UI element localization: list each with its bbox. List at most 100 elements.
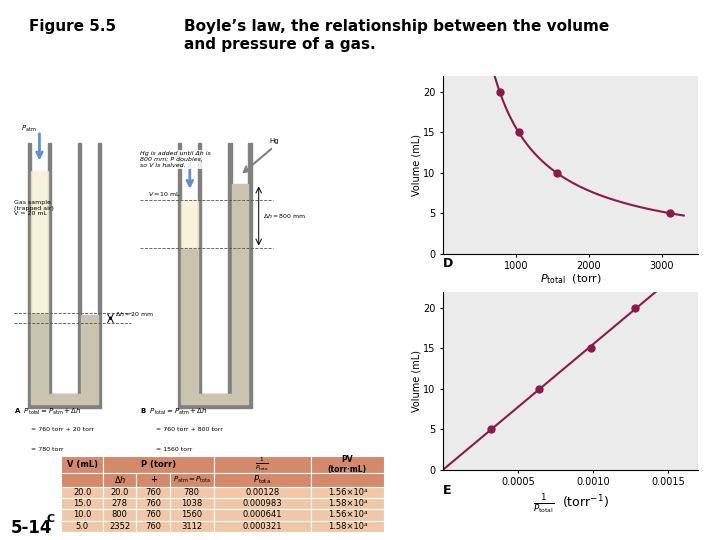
- Bar: [61, 509, 103, 521]
- Text: Hg is added until Δh is
800 mm; P doubles,
so V is halved.: Hg is added until Δh is 800 mm; P double…: [140, 151, 210, 168]
- Bar: [214, 509, 311, 521]
- Bar: [103, 487, 137, 498]
- Y-axis label: Volume (mL): Volume (mL): [411, 350, 421, 411]
- Bar: [248, 143, 251, 394]
- Text: Figure 5.5: Figure 5.5: [29, 19, 116, 34]
- Y-axis label: Volume (mL): Volume (mL): [411, 134, 421, 195]
- Text: 1560: 1560: [181, 510, 202, 519]
- Text: 760: 760: [145, 510, 161, 519]
- Text: $P_{\rm atm}$: $P_{\rm atm}$: [165, 152, 180, 163]
- Text: = 780 torr: = 780 torr: [31, 447, 63, 452]
- Text: 278: 278: [112, 499, 127, 508]
- Text: $\mathbf{A}$  $P_{\rm total} = P_{\rm atm} + \Delta h$: $\mathbf{A}$ $P_{\rm total} = P_{\rm atm…: [14, 406, 82, 416]
- Bar: [214, 498, 311, 509]
- Text: D: D: [443, 257, 453, 271]
- Text: 3112: 3112: [181, 522, 202, 531]
- Text: 0.000641: 0.000641: [243, 510, 282, 519]
- Bar: [228, 143, 232, 394]
- Text: 5-14: 5-14: [11, 519, 53, 537]
- Text: 20.0: 20.0: [73, 488, 91, 497]
- Bar: [181, 248, 198, 394]
- Bar: [31, 394, 98, 404]
- Bar: [214, 473, 311, 487]
- Bar: [311, 521, 384, 532]
- Bar: [103, 509, 137, 521]
- Bar: [170, 521, 214, 532]
- Text: 760: 760: [145, 522, 161, 531]
- Text: $\frac{1}{P_\mathrm{tota}}$: $\frac{1}{P_\mathrm{tota}}$: [256, 456, 269, 474]
- Bar: [137, 498, 170, 509]
- Text: 10.0: 10.0: [73, 510, 91, 519]
- Text: 0.00128: 0.00128: [245, 488, 279, 497]
- Bar: [178, 394, 251, 408]
- Text: PV
(torr·mL): PV (torr·mL): [328, 455, 367, 474]
- Bar: [214, 456, 311, 473]
- Bar: [178, 143, 181, 394]
- Text: 1.58×10⁴: 1.58×10⁴: [328, 499, 367, 508]
- Text: 800: 800: [112, 510, 127, 519]
- Text: C: C: [47, 515, 55, 524]
- Text: Gas sample
(trapped air)
V = 20 mL: Gas sample (trapped air) V = 20 mL: [14, 200, 54, 217]
- Text: 15.0: 15.0: [73, 499, 91, 508]
- Text: E: E: [443, 484, 451, 497]
- Text: 760: 760: [145, 499, 161, 508]
- Bar: [31, 172, 48, 313]
- Text: 1.56×10⁴: 1.56×10⁴: [328, 510, 367, 519]
- Bar: [28, 394, 102, 408]
- Text: $P_{\rm atm}$: $P_{\rm atm}$: [21, 124, 36, 134]
- Text: V (mL): V (mL): [67, 460, 98, 469]
- Bar: [137, 487, 170, 498]
- Bar: [61, 498, 103, 509]
- Bar: [170, 473, 214, 487]
- Bar: [61, 473, 103, 487]
- Bar: [137, 473, 170, 487]
- Bar: [48, 143, 51, 394]
- Bar: [31, 313, 48, 394]
- Text: = 760 torr + 20 torr: = 760 torr + 20 torr: [31, 427, 94, 431]
- Bar: [311, 498, 384, 509]
- Text: P (torr): P (torr): [140, 460, 176, 469]
- Bar: [170, 509, 214, 521]
- Bar: [181, 394, 248, 404]
- Text: +: +: [150, 475, 157, 484]
- Bar: [311, 487, 384, 498]
- Text: Boyle’s law, the relationship between the volume
and pressure of a gas.: Boyle’s law, the relationship between th…: [184, 19, 609, 52]
- Text: = 1560 torr: = 1560 torr: [156, 447, 193, 452]
- Text: 1038: 1038: [181, 499, 202, 508]
- Text: $\mathbf{B}$  $P_{\rm total} = P_{\rm atm} + \Delta h$: $\mathbf{B}$ $P_{\rm total} = P_{\rm atm…: [140, 406, 207, 416]
- Text: 2352: 2352: [109, 522, 130, 531]
- Bar: [103, 473, 137, 487]
- Bar: [103, 456, 214, 473]
- Bar: [232, 184, 248, 394]
- Bar: [214, 521, 311, 532]
- Bar: [170, 498, 214, 509]
- Bar: [98, 143, 102, 394]
- Bar: [78, 143, 81, 394]
- X-axis label: $P_{\mathrm{total}}$  (torr): $P_{\mathrm{total}}$ (torr): [539, 273, 602, 286]
- Text: $\Delta h = 800$ mm: $\Delta h = 800$ mm: [263, 212, 306, 220]
- Text: = 760 torr + 800 torr: = 760 torr + 800 torr: [156, 427, 223, 431]
- Text: 5.0: 5.0: [76, 522, 89, 531]
- Text: Hg: Hg: [269, 138, 279, 144]
- Bar: [311, 456, 384, 473]
- Bar: [311, 473, 384, 487]
- Bar: [61, 521, 103, 532]
- Bar: [28, 143, 31, 394]
- Bar: [103, 521, 137, 532]
- Text: $\Delta h = 20$ mm: $\Delta h = 20$ mm: [114, 310, 154, 318]
- Bar: [170, 487, 214, 498]
- Text: $\Delta h$: $\Delta h$: [114, 474, 126, 485]
- Bar: [61, 487, 103, 498]
- Bar: [137, 521, 170, 532]
- Text: 0.000321: 0.000321: [243, 522, 282, 531]
- Text: 1.58×10⁴: 1.58×10⁴: [328, 522, 367, 531]
- Bar: [214, 487, 311, 498]
- Text: 760: 760: [145, 488, 161, 497]
- Text: 780: 780: [184, 488, 199, 497]
- Text: $V = 10$ mL: $V = 10$ mL: [148, 190, 181, 198]
- Text: 1.56×10⁴: 1.56×10⁴: [328, 488, 367, 497]
- Bar: [81, 315, 98, 394]
- X-axis label: $\frac{1}{P_\mathrm{total}}$  (torr$^{-1}$): $\frac{1}{P_\mathrm{total}}$ (torr$^{-1}…: [533, 493, 608, 516]
- Bar: [181, 200, 198, 248]
- Bar: [311, 509, 384, 521]
